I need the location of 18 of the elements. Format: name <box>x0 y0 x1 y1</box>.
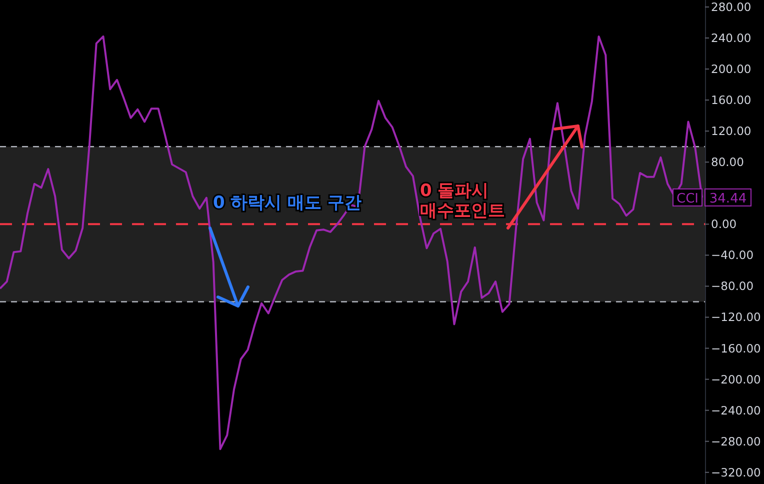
y-tick-label: −80.00 <box>711 279 754 294</box>
y-tick-label: 0.00 <box>711 217 737 232</box>
y-tick-label: −320.00 <box>711 465 761 480</box>
legend-label: CCI <box>676 191 698 206</box>
y-tick-label: 200.00 <box>711 62 752 76</box>
y-tick-label: −200.00 <box>711 372 761 386</box>
y-tick-label: −160.00 <box>711 341 761 356</box>
y-tick-label: −40.00 <box>711 248 754 262</box>
y-tick-label: −280.00 <box>711 434 761 448</box>
data-label: 34.44 <box>709 191 747 206</box>
y-tick-label: 280.00 <box>711 0 752 14</box>
y-tick-label: −240.00 <box>711 403 761 418</box>
annotation: 0 돌파시 매수포인트 <box>420 181 505 221</box>
y-tick-label: 80.00 <box>711 155 744 170</box>
y-tick-label: 120.00 <box>711 124 752 138</box>
y-tick-label: 160.00 <box>711 93 752 108</box>
y-tick-label: −120.00 <box>711 310 761 324</box>
y-tick-label: 240.00 <box>711 31 752 46</box>
